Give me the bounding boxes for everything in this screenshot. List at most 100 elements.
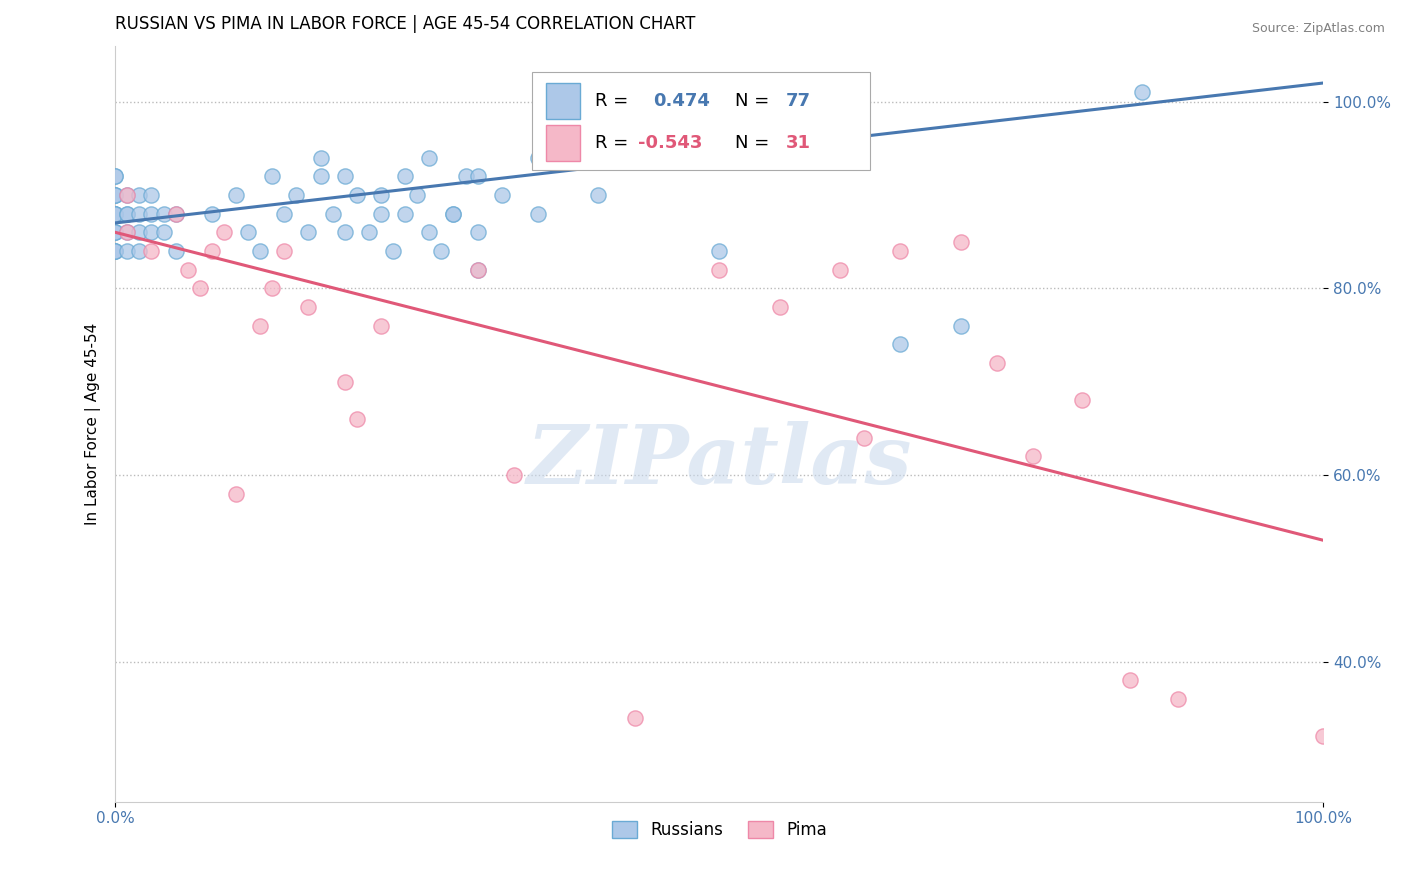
Point: [117, 188, 139, 202]
Point: [1167, 692, 1189, 706]
Point: [104, 244, 127, 258]
Point: [370, 188, 392, 202]
Point: [104, 169, 127, 184]
Point: [382, 244, 405, 258]
Point: [853, 431, 876, 445]
Text: 0.474: 0.474: [652, 92, 710, 110]
Point: [527, 151, 550, 165]
Point: [104, 244, 127, 258]
Point: [128, 244, 150, 258]
Point: [394, 207, 416, 221]
Point: [128, 188, 150, 202]
Point: [346, 412, 368, 426]
Point: [949, 235, 972, 249]
Point: [322, 207, 344, 221]
Point: [443, 207, 465, 221]
Text: ZIPatlas: ZIPatlas: [526, 421, 912, 501]
Point: [104, 225, 127, 239]
Point: [225, 188, 247, 202]
Text: 77: 77: [786, 92, 811, 110]
Point: [709, 262, 731, 277]
Point: [104, 225, 127, 239]
Point: [709, 244, 731, 258]
Point: [249, 318, 271, 333]
Point: [249, 244, 271, 258]
Point: [104, 207, 127, 221]
Point: [1119, 673, 1142, 688]
FancyBboxPatch shape: [547, 83, 581, 119]
Point: [104, 207, 127, 221]
Text: 31: 31: [786, 134, 811, 153]
Point: [986, 356, 1008, 370]
Point: [117, 207, 139, 221]
Point: [370, 318, 392, 333]
Text: Source: ZipAtlas.com: Source: ZipAtlas.com: [1251, 22, 1385, 36]
Point: [176, 262, 198, 277]
Point: [152, 225, 174, 239]
Point: [141, 188, 163, 202]
Point: [467, 225, 489, 239]
Point: [333, 225, 356, 239]
Point: [152, 207, 174, 221]
Point: [188, 281, 211, 295]
Point: [141, 207, 163, 221]
Point: [1022, 450, 1045, 464]
Point: [828, 262, 851, 277]
Point: [104, 244, 127, 258]
Text: N =: N =: [735, 92, 769, 110]
Point: [454, 169, 477, 184]
Point: [588, 188, 610, 202]
Y-axis label: In Labor Force | Age 45-54: In Labor Force | Age 45-54: [86, 323, 101, 524]
Point: [104, 188, 127, 202]
Point: [104, 207, 127, 221]
Point: [273, 207, 295, 221]
Point: [346, 188, 368, 202]
Point: [1312, 729, 1334, 743]
Text: RUSSIAN VS PIMA IN LABOR FORCE | AGE 45-54 CORRELATION CHART: RUSSIAN VS PIMA IN LABOR FORCE | AGE 45-…: [115, 15, 696, 33]
Point: [201, 207, 224, 221]
Point: [1130, 86, 1153, 100]
Point: [212, 225, 235, 239]
Legend: Russians, Pima: Russians, Pima: [605, 814, 834, 847]
Point: [430, 244, 453, 258]
Point: [117, 188, 139, 202]
FancyBboxPatch shape: [531, 72, 870, 170]
Point: [467, 262, 489, 277]
Point: [297, 300, 319, 314]
Point: [394, 169, 416, 184]
Point: [273, 244, 295, 258]
Point: [117, 207, 139, 221]
Point: [201, 244, 224, 258]
Text: -0.543: -0.543: [638, 134, 703, 153]
Point: [527, 207, 550, 221]
Point: [467, 262, 489, 277]
Point: [418, 225, 440, 239]
Point: [117, 225, 139, 239]
Point: [165, 244, 187, 258]
Point: [418, 151, 440, 165]
Point: [262, 281, 284, 295]
Text: N =: N =: [735, 134, 769, 153]
Point: [104, 207, 127, 221]
Point: [623, 710, 645, 724]
Point: [104, 188, 127, 202]
Point: [141, 244, 163, 258]
Point: [769, 300, 792, 314]
Point: [285, 188, 308, 202]
Point: [949, 318, 972, 333]
Point: [104, 225, 127, 239]
Point: [141, 225, 163, 239]
Point: [333, 375, 356, 389]
Point: [357, 225, 380, 239]
Point: [165, 207, 187, 221]
Point: [117, 225, 139, 239]
Point: [406, 188, 429, 202]
Point: [309, 169, 332, 184]
Point: [262, 169, 284, 184]
Point: [889, 244, 911, 258]
Point: [333, 169, 356, 184]
Point: [128, 207, 150, 221]
Point: [1070, 393, 1092, 408]
Point: [491, 188, 513, 202]
Point: [117, 244, 139, 258]
